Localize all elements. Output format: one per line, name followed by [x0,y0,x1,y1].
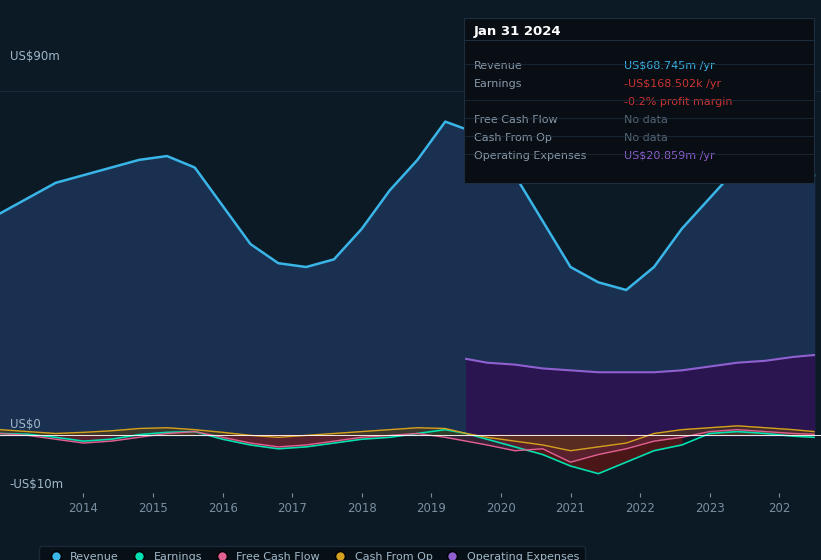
Text: Jan 31 2024: Jan 31 2024 [474,25,562,38]
Text: -0.2% profit margin: -0.2% profit margin [624,97,732,107]
Text: Free Cash Flow: Free Cash Flow [474,115,557,125]
Legend: Revenue, Earnings, Free Cash Flow, Cash From Op, Operating Expenses: Revenue, Earnings, Free Cash Flow, Cash … [39,547,585,560]
Text: US$90m: US$90m [10,50,60,63]
Text: No data: No data [624,115,667,125]
Text: -US$10m: -US$10m [10,478,64,491]
Text: -US$168.502k /yr: -US$168.502k /yr [624,79,721,88]
Text: Revenue: Revenue [474,60,522,71]
Text: Operating Expenses: Operating Expenses [474,151,586,161]
Text: US$0: US$0 [10,418,40,431]
Text: Cash From Op: Cash From Op [474,133,552,143]
Text: Earnings: Earnings [474,79,522,88]
Text: US$20.859m /yr: US$20.859m /yr [624,151,714,161]
Text: No data: No data [624,133,667,143]
Text: US$68.745m /yr: US$68.745m /yr [624,60,714,71]
